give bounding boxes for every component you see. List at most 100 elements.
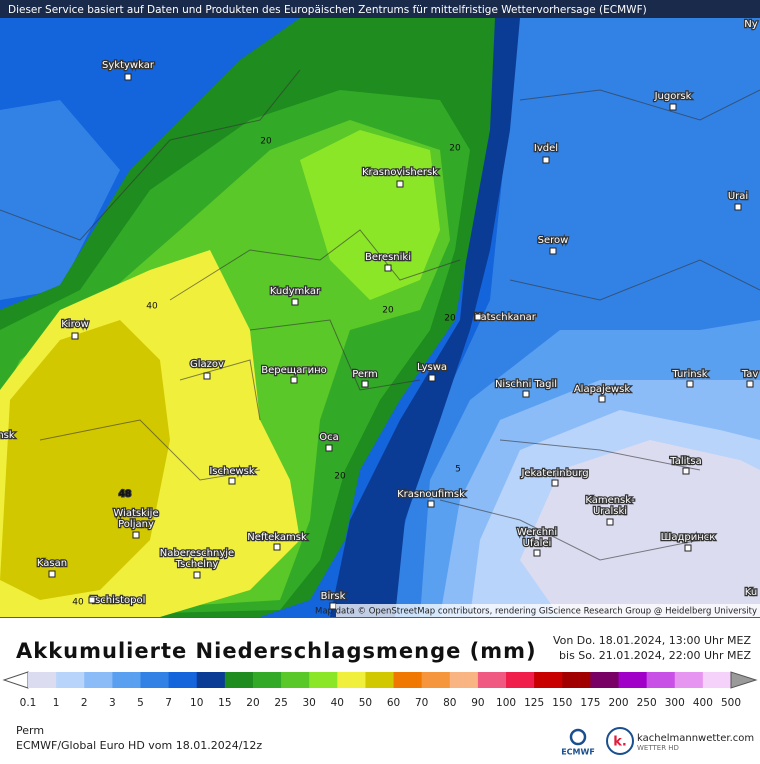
legend-swatch	[477, 672, 507, 688]
contour-labels: 20 20 40 20 20 5 20 48 40	[72, 137, 461, 608]
city-label: Ku	[745, 587, 757, 598]
legend-label: 70	[415, 697, 428, 709]
model-info: ECMWF/Global Euro HD vom 18.01.2024/12z	[16, 739, 262, 752]
kachelmann-sub: WETTER HD	[637, 744, 679, 752]
legend-label: 80	[443, 697, 456, 709]
city-label: nsk	[0, 430, 15, 441]
legend-label: 300	[665, 697, 685, 709]
city-marker	[228, 477, 236, 485]
city-label: Perm	[352, 369, 378, 380]
contour-label: 40	[72, 598, 84, 608]
legend-swatch	[702, 672, 732, 688]
legend-label: 7	[165, 697, 172, 709]
legend-label: 15	[218, 697, 231, 709]
legend-label: 3	[109, 697, 116, 709]
legend-swatch	[140, 672, 170, 688]
city-label: Ischewsk	[209, 466, 255, 477]
city-label: Birsk	[321, 591, 346, 602]
legend-swatch	[393, 672, 423, 688]
city-label: Lyswa	[417, 362, 447, 373]
contour-label: 20	[260, 137, 272, 147]
legend-label: 125	[524, 697, 544, 709]
precip-area	[0, 100, 120, 300]
city-label: Katschkanar	[474, 312, 537, 323]
city-label: Wiatskije	[113, 508, 158, 519]
legend-label: 20	[246, 697, 259, 709]
contour-label: 20	[334, 472, 346, 482]
city-label: Syktywkar	[102, 60, 155, 71]
banner-bar	[0, 0, 760, 18]
legend-arrow-left	[2, 671, 29, 689]
city-label: Tschistopol	[90, 595, 146, 606]
legend-swatch	[449, 672, 479, 688]
legend-label: 500	[721, 697, 741, 709]
city-marker	[124, 73, 132, 81]
legend-arrow-right	[730, 671, 758, 689]
city-marker	[291, 298, 299, 306]
city-marker	[361, 380, 369, 388]
legend-label: 90	[471, 697, 484, 709]
legend-swatch	[168, 672, 198, 688]
legend-swatch	[646, 672, 676, 688]
legend-swatch	[224, 672, 254, 688]
legend-swatch	[309, 672, 338, 688]
city-marker	[551, 479, 559, 487]
legend-label: 30	[303, 697, 316, 709]
city-marker	[682, 467, 690, 475]
legend-swatch	[365, 672, 395, 688]
contour-label: 5	[455, 465, 461, 475]
city-marker	[290, 376, 298, 384]
city-label: Nabereschnyje	[160, 548, 234, 559]
city-label: Oca	[319, 432, 339, 443]
contour-label: 40	[146, 302, 158, 312]
legend-label: 10	[190, 697, 203, 709]
city-marker	[273, 543, 281, 551]
city-marker	[88, 596, 96, 604]
city-label: Poljany	[118, 519, 154, 530]
city-marker	[549, 247, 557, 255]
legend-swatch	[421, 672, 451, 688]
precip-area	[520, 440, 760, 617]
city-label: Kamensk-	[585, 495, 635, 506]
legend-swatch	[337, 672, 366, 688]
contour-label: 20	[449, 144, 461, 154]
city-marker	[428, 374, 436, 382]
city-label: Шадринск	[661, 532, 716, 543]
precip-area	[300, 130, 440, 300]
legend-swatch	[112, 672, 141, 688]
legend-swatch	[84, 672, 113, 688]
city-label: Krasnovishersk	[362, 167, 438, 178]
legend-label: 2	[81, 697, 88, 709]
contour-label: 48	[119, 490, 132, 500]
city-marker	[427, 500, 435, 508]
legend: 0.1 1 2 3 5 7 10 15 20 25 30 40 50 60 70 80 90 100 125 150 1…	[2, 671, 758, 709]
city-marker	[132, 531, 140, 539]
legend-swatch	[590, 672, 620, 688]
city-marker	[203, 372, 211, 380]
city-label: Верещагино	[261, 365, 326, 376]
attribution-box	[336, 604, 760, 617]
city-marker	[606, 518, 614, 526]
city-label: Nischni Tagil	[495, 379, 557, 390]
legend-label: 175	[580, 697, 600, 709]
map	[0, 18, 760, 618]
city-marker	[684, 544, 692, 552]
city-label: Kasan	[37, 558, 67, 569]
city-marker	[746, 380, 754, 388]
city-label: Talitsa	[669, 456, 701, 467]
city-marker	[669, 103, 677, 111]
city-label: Jekaterinburg	[520, 468, 588, 479]
city-marker	[598, 395, 606, 403]
legend-swatch	[196, 672, 226, 688]
legend-label: 150	[552, 697, 572, 709]
legend-swatch	[28, 672, 57, 688]
city-marker	[522, 390, 530, 398]
city-label: Ivdel	[534, 143, 558, 154]
location: Perm	[16, 724, 44, 737]
legend-swatch	[562, 672, 591, 688]
precip-area	[0, 320, 170, 600]
legend-swatch	[56, 672, 85, 688]
city-label: Alapajewsk	[574, 384, 631, 395]
